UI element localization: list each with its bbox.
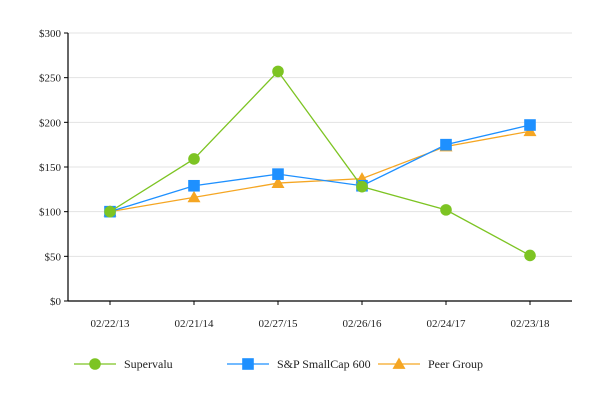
data-point-peer-group	[187, 190, 201, 203]
series-s-p-smallcap-600	[104, 119, 536, 218]
y-axis-ticks: $0 $50 $100 $150 $200 $250 $300	[39, 28, 68, 308]
y-tick-label: $100	[39, 207, 62, 219]
legend-marker-s-p-smallcap-600	[242, 358, 254, 370]
x-tick-label: 02/22/13	[90, 318, 130, 330]
legend-label: Supervalu	[124, 357, 173, 371]
legend-item-s-p-smallcap-600: S&P SmallCap 600	[227, 357, 371, 371]
y-tick-label: $150	[39, 162, 62, 174]
legend-label: S&P SmallCap 600	[277, 357, 371, 371]
y-tick-label: $200	[39, 117, 62, 129]
grid-lines	[68, 32, 572, 257]
legend-label: Peer Group	[428, 357, 483, 371]
x-tick-label: 02/24/17	[426, 318, 466, 330]
x-tick-label: 02/27/15	[258, 318, 298, 330]
data-point-supervalu	[356, 180, 368, 193]
data-point-s-p-smallcap-600	[524, 119, 536, 131]
y-tick-label: $0	[50, 296, 62, 308]
x-axis-ticks: 02/22/13 02/21/14 02/27/15 02/26/16 02/24/17…	[90, 301, 550, 330]
series	[103, 65, 537, 262]
legend-item-peer-group: Peer Group	[378, 357, 483, 371]
data-point-s-p-smallcap-600	[272, 168, 284, 180]
data-point-supervalu	[104, 205, 116, 218]
legend-item-supervalu: Supervalu	[74, 357, 173, 371]
x-tick-label: 02/23/18	[510, 318, 550, 330]
data-point-supervalu	[188, 153, 200, 165]
data-point-s-p-smallcap-600	[440, 138, 452, 151]
data-point-peer-group	[271, 176, 285, 188]
y-tick-label: $250	[39, 73, 62, 85]
data-point-supervalu	[272, 65, 284, 78]
data-point-supervalu	[524, 249, 536, 262]
legend: Supervalu S&P SmallCap 600 Peer Group	[74, 357, 483, 371]
data-point-s-p-smallcap-600	[188, 179, 200, 192]
y-tick-label: $50	[45, 251, 62, 263]
data-point-supervalu	[440, 204, 452, 216]
series-supervalu	[104, 65, 536, 262]
series-line-supervalu	[109, 70, 531, 257]
y-tick-label: $300	[39, 28, 62, 40]
legend-marker-supervalu	[89, 358, 101, 370]
x-tick-label: 02/21/14	[174, 318, 214, 330]
series-line-peer-group	[109, 130, 531, 213]
legend-marker-peer-group	[392, 357, 406, 369]
x-tick-label: 02/26/16	[342, 318, 382, 330]
series-line-s-p-smallcap-600	[109, 124, 531, 213]
